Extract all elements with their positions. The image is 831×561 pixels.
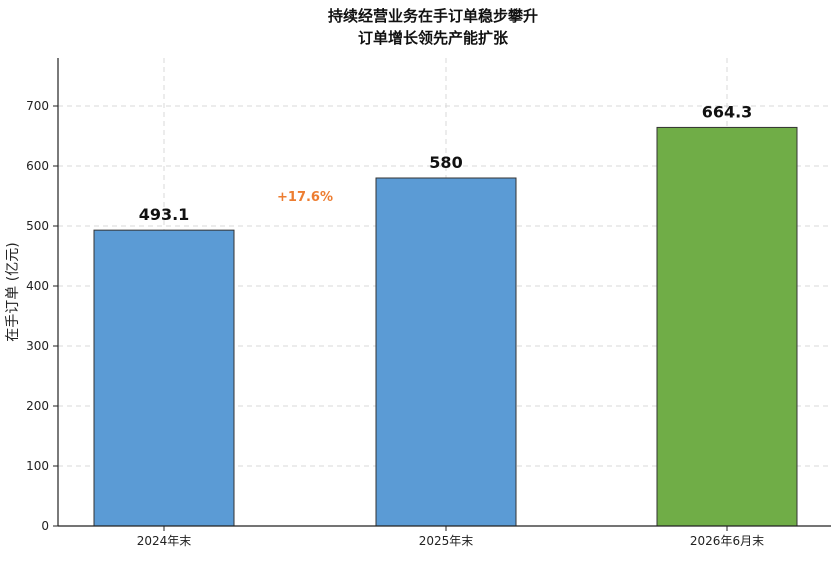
x-tick-label: 2025年末 (419, 534, 474, 548)
y-tick-label: 400 (26, 279, 49, 293)
chart-title-line-1: 持续经营业务在手订单稳步攀升 (328, 7, 538, 25)
axes (53, 58, 831, 531)
y-tick-label: 700 (26, 99, 49, 113)
x-tick-label: 2024年末 (137, 534, 192, 548)
chart-title-line-2: 订单增长领先产能扩张 (358, 29, 509, 47)
data-label: 664.3 (702, 102, 753, 121)
y-tick-label: 500 (26, 219, 49, 233)
y-axis-label: 在手订单 (亿元) (5, 242, 21, 341)
data-label: 580 (429, 153, 462, 172)
y-tick-label: 100 (26, 459, 49, 473)
bar (375, 177, 517, 527)
y-tick-label: 300 (26, 339, 49, 353)
bars (93, 126, 798, 527)
y-tick-label: 200 (26, 399, 49, 413)
y-tick-label: 0 (41, 519, 49, 533)
bar (656, 126, 798, 527)
growth-annotation: +17.6% (277, 190, 333, 205)
bar (93, 229, 235, 527)
y-tick-label: 600 (26, 159, 49, 173)
labels: 0 100 200 300 400 500 600 700 493.1 2024年末 580 2025… (26, 99, 764, 548)
data-label: 493.1 (139, 205, 190, 224)
x-tick-label: 2026年6月末 (690, 534, 764, 548)
